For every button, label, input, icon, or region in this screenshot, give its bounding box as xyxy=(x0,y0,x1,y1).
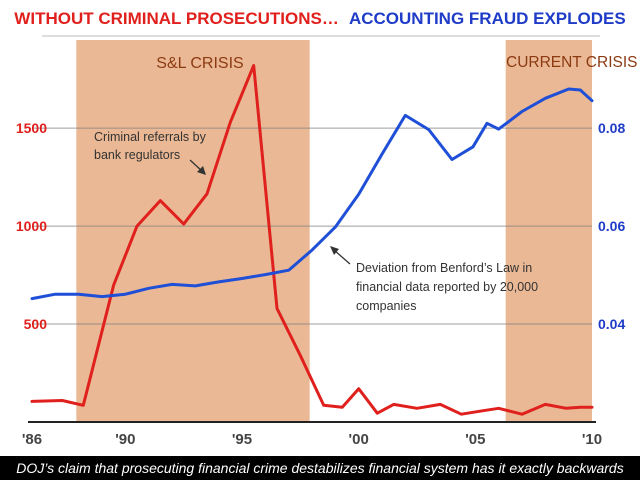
y-right-tick-label-0: 0.04 xyxy=(598,316,625,332)
chart-title: WITHOUT CRIMINAL PROSECUTIONS… ACCOUNTIN… xyxy=(14,9,625,28)
y-right-tick-label-1: 0.06 xyxy=(598,218,625,234)
series-line-benford-deviation xyxy=(30,87,594,301)
period-label-current-crisis-text: CURRENT CRISIS xyxy=(506,54,637,71)
x-tick-label-4: '05 xyxy=(465,431,485,448)
period-label-current-crisis: CURRENT CRISIS xyxy=(506,54,637,71)
annotation-referrals: Criminal referrals by bank regulators xyxy=(94,130,209,162)
period-label-sl-crisis: S&L CRISIS xyxy=(156,55,243,72)
annotation-benford: Deviation from Benford’s Law in financia… xyxy=(356,261,542,313)
chart-title-part1: WITHOUT CRIMINAL PROSECUTIONS… xyxy=(14,9,339,28)
y-left-tick-label-2: 1500 xyxy=(16,120,47,136)
annotation-benford-line2: financial data reported by 20,000 xyxy=(356,280,538,294)
caption-bar: DOJ’s claim that prosecuting financial c… xyxy=(0,456,640,480)
x-tick-label-1: '90 xyxy=(115,431,135,448)
y-right-tick-label-2: 0.08 xyxy=(598,120,625,136)
x-tick-label-3: '00 xyxy=(349,431,369,448)
y-left-tick-label-1: 1000 xyxy=(16,218,47,234)
shaded-period-1 xyxy=(505,40,592,422)
annotation-referrals-arrowhead xyxy=(197,166,206,175)
shaded-periods xyxy=(76,40,592,422)
series-line-criminal-referrals xyxy=(30,64,594,416)
x-tick-label-2: '95 xyxy=(232,431,252,448)
annotation-benford-line3: companies xyxy=(356,299,416,313)
axes-layer: '86 '90 '95 '00 '05 '10 500 1000 1500 0.04 0.06 0.0… xyxy=(16,120,626,448)
x-tick-label-5: '10 xyxy=(582,431,602,448)
annotation-benford-arrowhead xyxy=(330,246,339,255)
y-left-tick-label-0: 500 xyxy=(24,316,48,332)
chart: WITHOUT CRIMINAL PROSECUTIONS… ACCOUNTIN… xyxy=(14,9,637,448)
x-tick-label-0: '86 xyxy=(22,431,42,448)
series-layer xyxy=(30,64,594,416)
annotation-referrals-line1: Criminal referrals by xyxy=(94,130,207,144)
annotation-benford-line1: Deviation from Benford’s Law in xyxy=(356,261,532,275)
annotation-benford-arrow xyxy=(333,249,351,265)
annotation-referrals-line2: bank regulators xyxy=(94,148,180,162)
shaded-period-0 xyxy=(76,40,310,422)
chart-title-part2: ACCOUNTING FRAUD EXPLODES xyxy=(349,9,626,28)
